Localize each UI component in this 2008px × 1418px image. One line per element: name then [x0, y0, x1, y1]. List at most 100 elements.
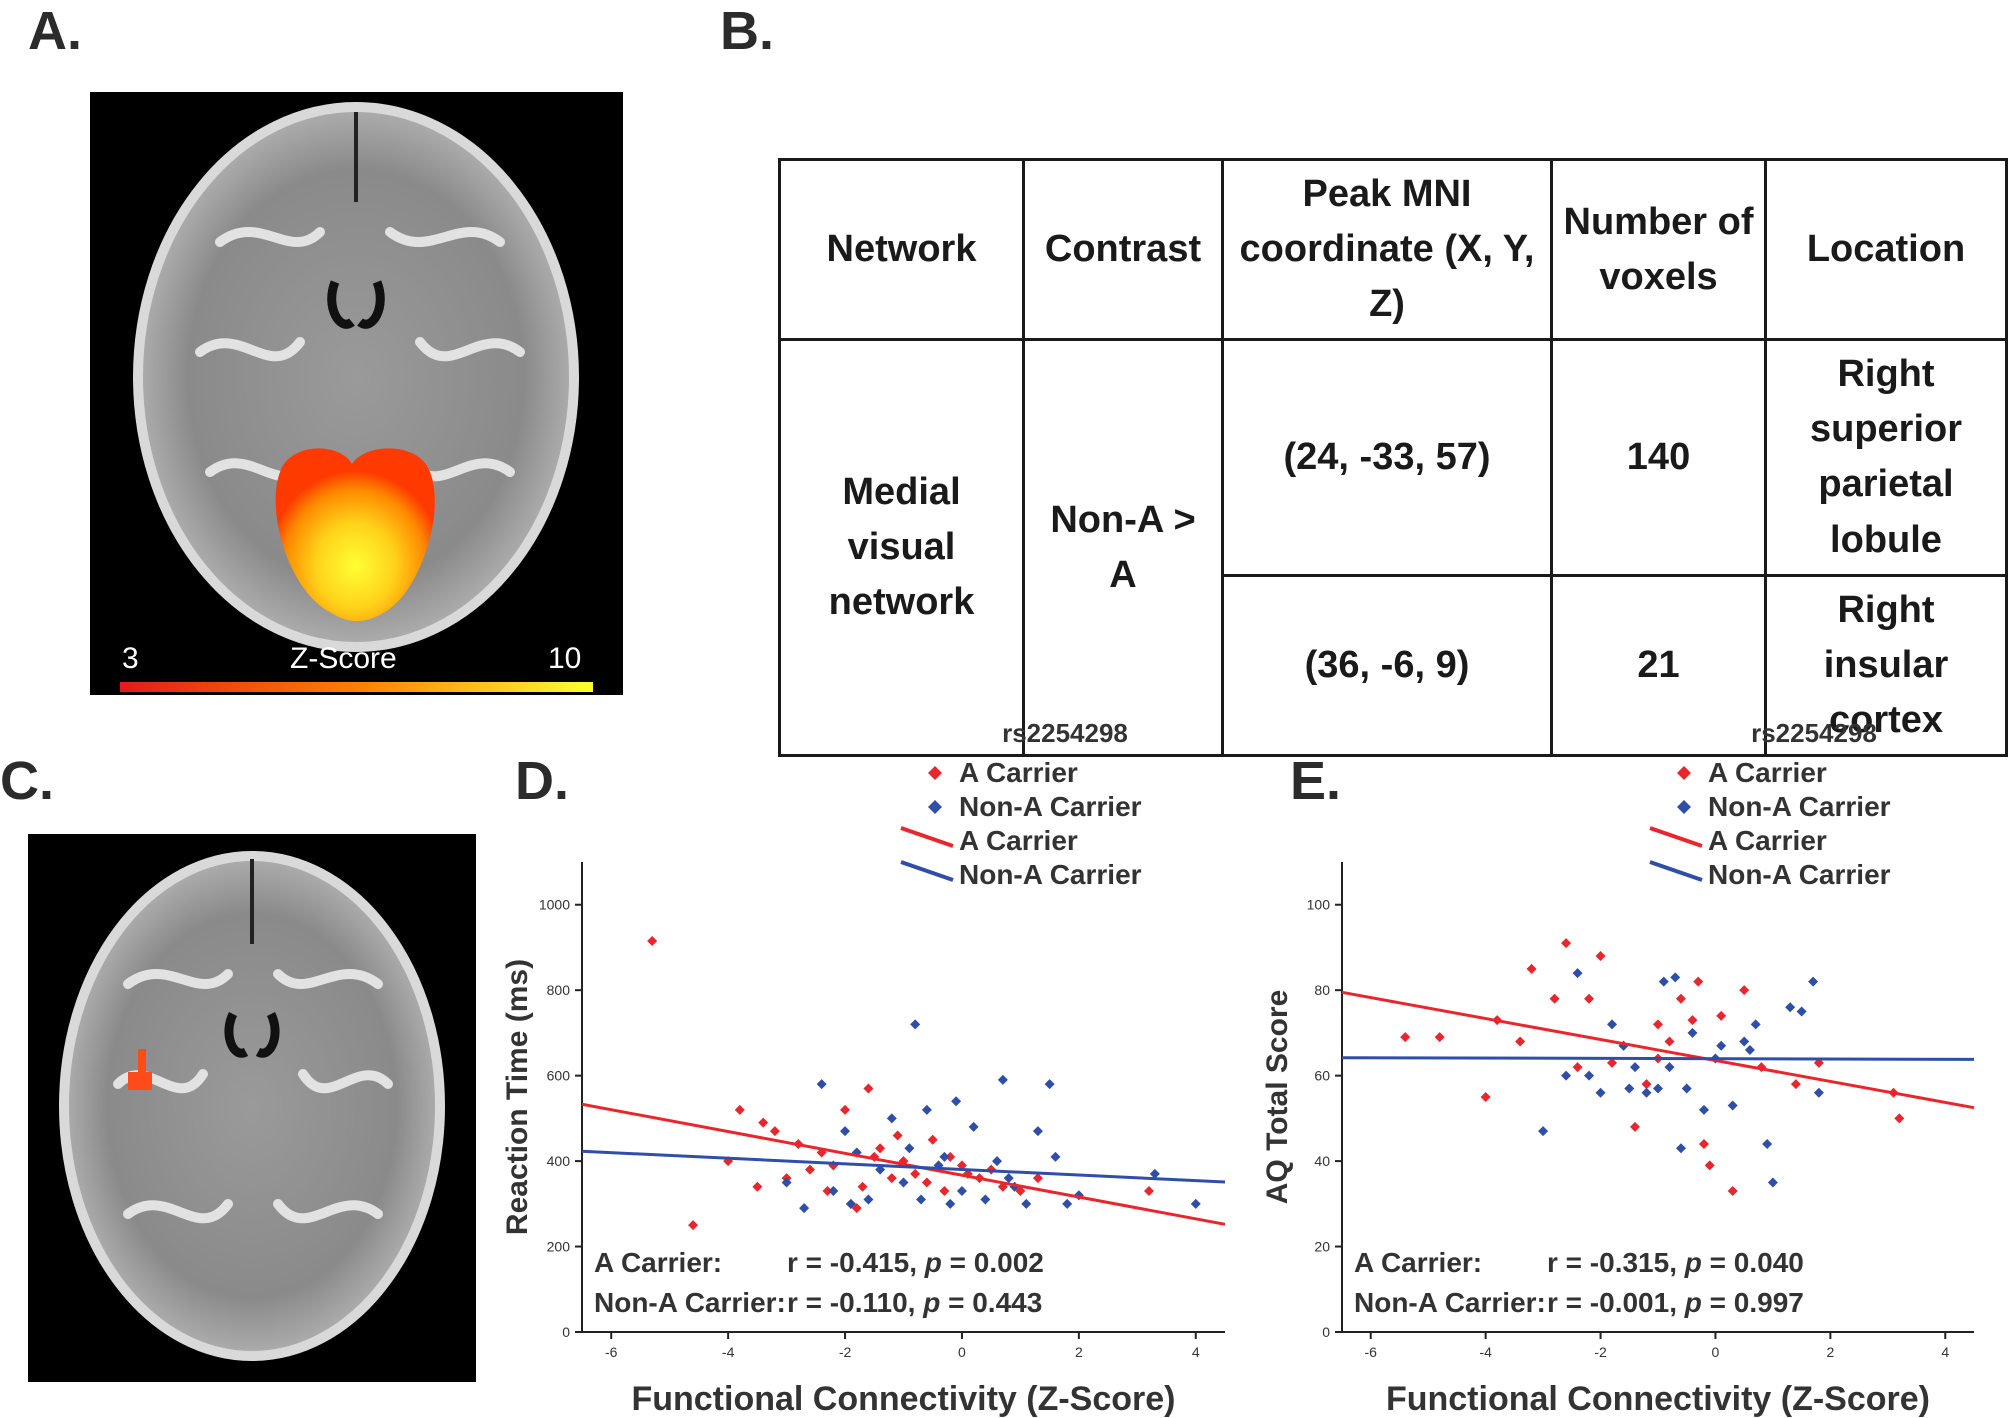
x-tick-label: -6: [605, 1344, 618, 1360]
scatter-point: [863, 1083, 874, 1094]
y-tick-label: 60: [1314, 1068, 1330, 1084]
brain-outline: [133, 102, 579, 652]
stat-label: Non-A Carrier:: [1354, 1287, 1546, 1318]
scatter-point: [1624, 1083, 1635, 1094]
legend-marker: [1677, 800, 1691, 814]
scatter-point: [1584, 1070, 1595, 1081]
scatter-point: [1785, 1002, 1796, 1013]
scatter-point: [1561, 1070, 1572, 1081]
activation-cluster: [128, 1072, 152, 1090]
cell-network: Medial visual network: [778, 338, 1025, 757]
brain-slice-a: 3 Z-Score 10: [90, 92, 623, 695]
scatter-point: [1630, 1062, 1641, 1073]
scatter-point: [816, 1079, 827, 1090]
scatter-point: [968, 1121, 979, 1132]
panel-label-e: E.: [1290, 751, 1342, 811]
table-row: Medial visual network Non-A > A (24, -33…: [778, 338, 2008, 757]
panel-label-b: B.: [720, 1, 774, 61]
scatter-point: [840, 1126, 851, 1137]
scatter-point: [1149, 1168, 1160, 1179]
scatter-point: [916, 1194, 927, 1205]
x-tick-label: 2: [1075, 1344, 1083, 1360]
scatter-point: [822, 1186, 833, 1196]
x-axis-label: Functional Connectivity (Z-Score): [631, 1380, 1175, 1418]
scatter-point: [1641, 1079, 1652, 1090]
scatter-point: [845, 1198, 856, 1209]
y-tick-label: 1000: [539, 897, 570, 913]
y-tick-label: 0: [1322, 1324, 1330, 1340]
x-tick-label: -4: [1479, 1344, 1492, 1360]
scatter-point: [956, 1186, 967, 1196]
scatter-point: [1727, 1186, 1738, 1196]
x-tick-label: -2: [1594, 1344, 1607, 1360]
scatter-point: [1050, 1151, 1061, 1162]
scatter-point: [939, 1186, 950, 1196]
scatter-point: [886, 1173, 897, 1184]
scatter-point: [1653, 1083, 1663, 1094]
scatter-point: [997, 1074, 1008, 1085]
header-contrast: Contrast: [1022, 157, 1224, 342]
legend-label: Non-A Carrier: [959, 791, 1142, 822]
chart-d: 0 200 400 600 800 1000 -6 -4 -2 0 2 4 Functional Con…: [501, 718, 1226, 1418]
scatter-point: [1572, 968, 1583, 979]
scatter-point: [1480, 1092, 1491, 1102]
y-tick-label: 20: [1314, 1239, 1330, 1255]
scatter-point: [1698, 1104, 1709, 1115]
scatter-point: [1894, 1113, 1905, 1124]
scatter-point: [1675, 1143, 1686, 1154]
scatter-point: [1716, 1040, 1727, 1051]
scatter-point: [1739, 1036, 1750, 1047]
stat-label: A Carrier:: [594, 1247, 722, 1278]
scatter-point: [1190, 1198, 1201, 1209]
scatter-point: [1698, 1139, 1709, 1149]
header-voxels: Number of voxels: [1550, 157, 1767, 342]
scatter-point: [945, 1198, 956, 1209]
scatter-point: [1021, 1198, 1032, 1209]
scatter-point: [1670, 972, 1681, 983]
stat-value: r = -0.315, p = 0.040: [1547, 1247, 1804, 1278]
x-tick-label: -6: [1365, 1344, 1378, 1360]
legend-label: A Carrier: [959, 757, 1078, 788]
scatter-point: [769, 1126, 780, 1137]
scatter-point: [1044, 1079, 1055, 1090]
scatter-point: [992, 1156, 1003, 1167]
scatter-point: [1739, 985, 1750, 996]
brain-gyri: [113, 969, 393, 1224]
legend-label: A Carrier: [959, 825, 1078, 856]
scatter-point: [898, 1156, 909, 1167]
scatter-point: [1681, 1083, 1692, 1094]
cell-location: Right superior parietal lobule: [1764, 338, 2008, 577]
scatter-point: [1572, 1062, 1583, 1073]
scatter-point: [875, 1143, 886, 1154]
cell-contrast: Non-A > A: [1022, 338, 1224, 757]
scatter-point: [1687, 1027, 1698, 1038]
fit-line: [1341, 990, 1975, 1110]
legend-title: rs2254298: [1751, 718, 1877, 748]
scatter-point: [921, 1104, 932, 1115]
legend-line: [900, 826, 954, 848]
scatter-point: [927, 1134, 938, 1145]
table-row: (36, -6, 9) 21 Right insular cortex: [780, 573, 2008, 757]
x-tick-label: 4: [1192, 1344, 1200, 1360]
y-tick-label: 80: [1314, 982, 1330, 998]
colorbar-min-label: 3: [122, 642, 139, 675]
scatter-point: [1664, 1062, 1675, 1073]
scatter-point: [1808, 976, 1819, 987]
colorbar-max-label: 10: [548, 642, 582, 675]
ventricles: [224, 1011, 280, 1058]
scatter-point: [1032, 1126, 1043, 1137]
scatter-point: [804, 1164, 815, 1175]
scatter-point: [1762, 1139, 1773, 1149]
results-table: Network Contrast Peak MNI coordinate (X,…: [778, 157, 2008, 757]
x-tick-label: -2: [839, 1344, 852, 1360]
scatter-point: [1744, 1045, 1755, 1055]
scatter-point: [939, 1151, 950, 1162]
cell-voxels: 21: [1550, 573, 1767, 757]
scatter-point: [1434, 1032, 1445, 1043]
scatter-point: [904, 1143, 915, 1154]
scatter-point: [951, 1096, 962, 1107]
scatter-point: [840, 1104, 851, 1115]
scatter-point: [910, 1168, 921, 1179]
scatter-point: [1062, 1198, 1073, 1209]
scatter-point: [816, 1147, 827, 1158]
